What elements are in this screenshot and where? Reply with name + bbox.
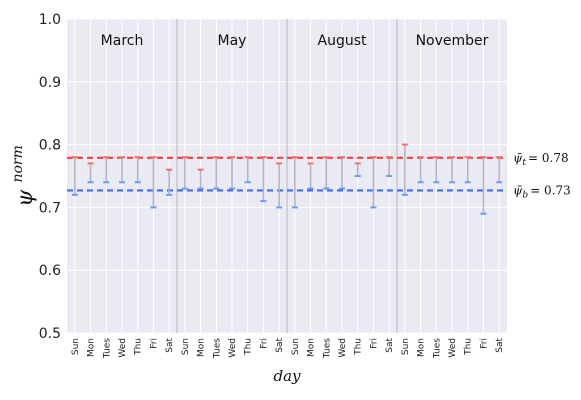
- month-label: November: [416, 33, 489, 49]
- y-tick-label: 0.7: [39, 200, 61, 216]
- reference-label-symbol: ψ̄: [513, 183, 523, 197]
- y-axis-label: ψ norm: [10, 145, 38, 207]
- x-tick-label: Fri: [369, 338, 379, 349]
- month-label: March: [101, 33, 144, 49]
- x-tick-label: Thu: [244, 338, 254, 356]
- reference-label: ψ̄t = 0.78: [513, 151, 569, 168]
- reference-label-subscript: b: [522, 190, 528, 200]
- x-tick-label: Sat: [385, 338, 395, 353]
- x-axis-label: day: [273, 367, 301, 385]
- reference-label-subscript: t: [522, 158, 526, 168]
- x-tick-label: Sun: [401, 338, 411, 355]
- y-tick-label: 0.8: [39, 138, 61, 154]
- y-tick-label: 0.6: [39, 263, 61, 279]
- y-tick-label: 0.5: [39, 326, 61, 342]
- x-tick-label: Tues: [212, 338, 222, 359]
- x-tick-label: Sat: [165, 338, 175, 353]
- month-label: August: [318, 33, 368, 49]
- x-tick-label: Mon: [417, 338, 427, 357]
- x-tick-label: Sun: [181, 338, 191, 355]
- x-tick-label: Thu: [464, 338, 474, 356]
- x-tick-label: Thu: [354, 338, 364, 356]
- data-marks: [71, 143, 503, 215]
- x-tick-label: Mon: [307, 338, 317, 357]
- x-tick-label: Sun: [291, 338, 301, 355]
- x-tick-label: Wed: [118, 338, 128, 358]
- reference-label-value: = 0.78: [528, 151, 569, 165]
- reference-labels: ψ̄t = 0.78ψ̄b = 0.73: [513, 151, 571, 201]
- x-tick-label: Fri: [259, 338, 269, 349]
- x-tick-label: Mon: [197, 338, 207, 357]
- month-separators: [176, 19, 398, 333]
- x-tick-label: Tues: [432, 338, 442, 359]
- x-tick-label: Mon: [87, 338, 97, 357]
- x-tick-label: Fri: [149, 338, 159, 349]
- x-tick-label: Wed: [448, 338, 458, 358]
- y-tick-label: 1.0: [39, 12, 61, 28]
- reference-label-symbol: ψ̄: [513, 151, 523, 165]
- x-tick-label: Sun: [71, 338, 81, 355]
- y-tick-labels: 0.5 0.6 0.7 0.8 0.9 1.0: [39, 12, 61, 342]
- x-tick-label: Tues: [102, 338, 112, 359]
- month-labels: March May August November: [101, 33, 489, 49]
- y-tick-label: 0.9: [39, 75, 61, 91]
- x-tick-label: Wed: [228, 338, 238, 358]
- x-tick-label: Thu: [134, 338, 144, 356]
- y-axis-symbol: ψ: [13, 189, 38, 207]
- month-label: May: [218, 33, 247, 49]
- x-tick-labels: Sun Mon Tues Wed Thu Fri Sat Sun Mon Tues Wed Thu Fr…: [71, 338, 505, 360]
- x-tick-label: Sat: [495, 338, 505, 353]
- x-tick-label: Sat: [275, 338, 285, 353]
- x-tick-label: Tues: [322, 338, 332, 359]
- y-axis-superscript: norm: [10, 145, 26, 182]
- x-tick-label: Wed: [338, 338, 348, 358]
- reference-label: ψ̄b = 0.73: [513, 183, 571, 200]
- reference-label-value: = 0.73: [530, 183, 571, 197]
- x-tick-label: Fri: [479, 338, 489, 349]
